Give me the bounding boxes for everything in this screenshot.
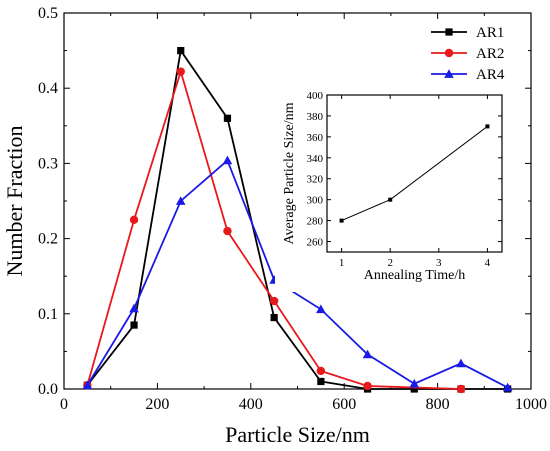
y-tick-label: 0.5 [38, 5, 58, 22]
x-tick-label: 0 [60, 396, 68, 413]
series-ar2-line [86, 68, 461, 390]
legend-marker [444, 48, 454, 58]
legend-label: AR4 [476, 67, 505, 83]
series-ar2-point [129, 215, 139, 224]
legend-marker [444, 69, 454, 78]
legend-label: AR1 [476, 25, 504, 41]
inset-y-tick-label: 400 [307, 90, 324, 102]
inset-series-point [485, 124, 490, 129]
series-ar4-point [222, 155, 233, 165]
series-ar2-point [456, 384, 466, 394]
inset-x-tick-label: 4 [485, 257, 491, 269]
y-tick-label: 0.2 [38, 231, 58, 248]
y-tick-label: 0.1 [38, 306, 58, 323]
series-ar4-point [82, 380, 93, 390]
series-ar4-point [362, 349, 373, 359]
y-axis-title: Number Fraction [2, 126, 27, 277]
series-ar4 [82, 155, 513, 392]
series-ar4-point [129, 303, 139, 313]
inset-series-point [339, 218, 344, 223]
x-tick-label: 400 [239, 396, 263, 413]
inset-y-tick-label: 320 [307, 174, 324, 186]
inset-x-tick-label: 3 [436, 257, 442, 269]
legend-marker [445, 28, 453, 36]
inset-background [275, 82, 515, 292]
inset-y-tick-label: 280 [307, 216, 324, 228]
legend-label: AR2 [476, 46, 504, 62]
inset-frame [326, 94, 503, 253]
inset-series [339, 124, 490, 223]
series-ar1-point [317, 377, 325, 386]
series-ar2-point [316, 366, 326, 376]
y-tick-label: 0.0 [38, 381, 58, 398]
legend: AR1 AR2 AR4 [431, 25, 505, 83]
series-ar4-point [456, 358, 466, 368]
x-tick-label: 1000 [515, 396, 547, 413]
series-ar4-point [316, 304, 326, 314]
series-ar2-point [223, 226, 232, 236]
series-ar1-point [177, 47, 185, 55]
inset-y-tick-label: 380 [307, 111, 324, 123]
series-ar1-point [410, 385, 418, 393]
y-tick-label: 0.3 [38, 155, 58, 172]
inset-series-point [388, 197, 393, 202]
inset-y-axis-title: Average Particle Size/nm [282, 102, 297, 244]
x-tick-label: 800 [426, 396, 450, 413]
series-ar4-point [175, 196, 186, 205]
series-ar1-point [270, 313, 278, 322]
series-ar2-point [269, 296, 279, 306]
x-axis-title: Particle Size/nm [225, 422, 370, 447]
inset-x-tick-label: 2 [387, 257, 393, 269]
x-tick-label: 200 [145, 396, 169, 413]
y-tick-label: 0.4 [38, 80, 58, 97]
x-tick-label: 600 [332, 396, 356, 413]
inset-x-axis-title: Annealing Time/h [364, 268, 466, 283]
inset-chart: 1 2 3 4 260 280 300 320 340 360 380 400 Annealing Ti… [275, 82, 515, 292]
inset-y-tick-label: 360 [307, 132, 324, 144]
inset-y-tick-label: 300 [307, 195, 324, 207]
inset-y-tick-label: 260 [307, 237, 324, 249]
series-ar4-point [409, 378, 420, 388]
series-ar4-point [502, 382, 513, 392]
series-ar2-point [363, 381, 372, 391]
inset-y-tick-label: 340 [307, 153, 324, 165]
series-ar2-point [176, 67, 185, 76]
inset-x-tick-label: 1 [339, 257, 345, 269]
series-ar4-line [86, 158, 509, 389]
series-ar1-point [223, 114, 232, 122]
series-ar1-point [130, 321, 138, 329]
